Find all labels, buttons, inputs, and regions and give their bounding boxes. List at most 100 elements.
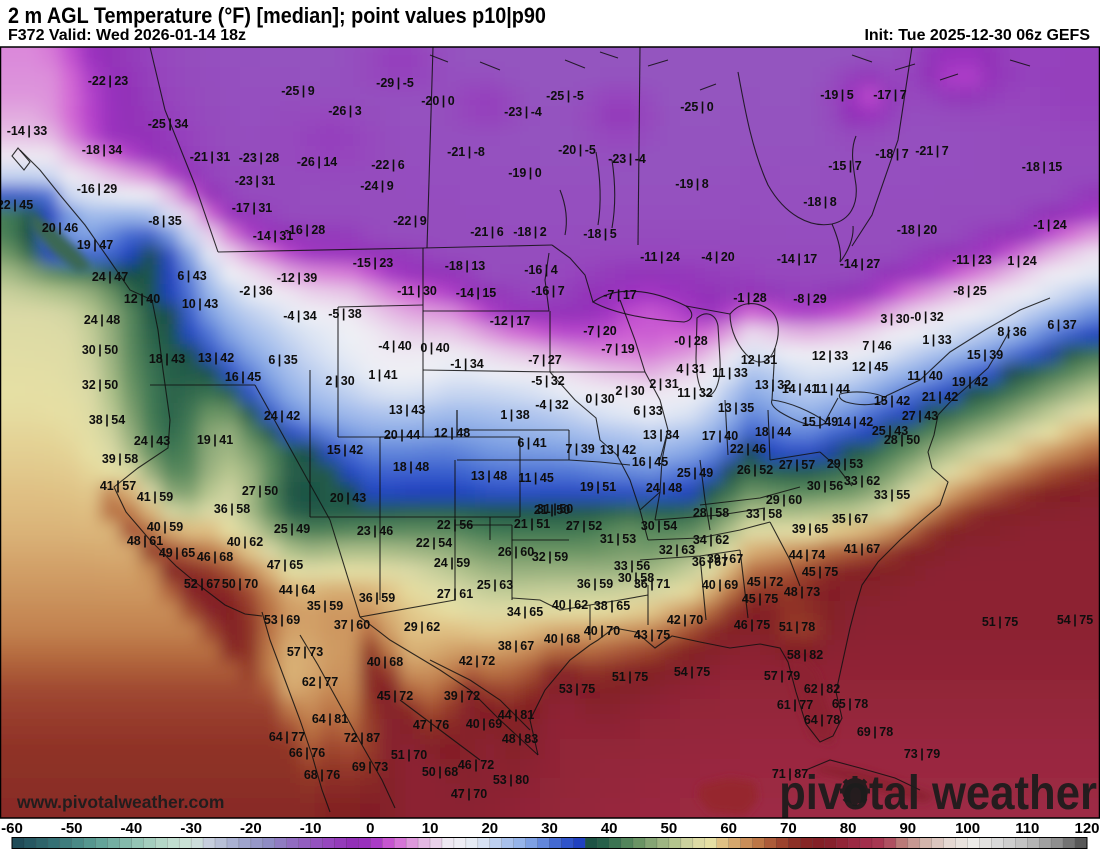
svg-text:23 | 46: 23 | 46 (357, 524, 393, 538)
svg-text:40 | 62: 40 | 62 (227, 535, 263, 549)
svg-text:47 | 76: 47 | 76 (413, 718, 449, 732)
svg-text:46 | 75: 46 | 75 (734, 618, 770, 632)
svg-text:4 | 31: 4 | 31 (676, 362, 705, 376)
svg-text:-14 | 15: -14 | 15 (456, 286, 497, 300)
svg-text:15 | 42: 15 | 42 (327, 443, 363, 457)
svg-text:40 | 70: 40 | 70 (584, 624, 620, 638)
svg-text:120: 120 (1074, 820, 1099, 837)
svg-text:-25 | -5: -25 | -5 (546, 89, 584, 103)
svg-text:-14 | 17: -14 | 17 (777, 252, 818, 266)
svg-text:13 | 35: 13 | 35 (718, 401, 754, 415)
svg-text:30 | 50: 30 | 50 (82, 343, 118, 357)
svg-text:-5 | 32: -5 | 32 (531, 374, 565, 388)
svg-text:51 | 75: 51 | 75 (982, 615, 1018, 629)
svg-text:54 | 75: 54 | 75 (674, 665, 710, 679)
svg-text:-16 | 7: -16 | 7 (531, 284, 565, 298)
svg-text:60: 60 (720, 820, 737, 837)
svg-text:30 | 54: 30 | 54 (641, 519, 677, 533)
svg-text:11 | 40: 11 | 40 (907, 369, 943, 383)
svg-text:-16 | 29: -16 | 29 (77, 182, 118, 196)
svg-text:58 | 82: 58 | 82 (787, 648, 823, 662)
svg-text:12 | 45: 12 | 45 (852, 360, 888, 374)
svg-text:12 | 33: 12 | 33 (812, 349, 848, 363)
svg-text:22 | 56: 22 | 56 (437, 518, 473, 532)
svg-text:51 | 75: 51 | 75 (612, 670, 648, 684)
svg-text:47 | 70: 47 | 70 (451, 787, 487, 801)
svg-text:32 | 59: 32 | 59 (532, 550, 568, 564)
svg-text:-11 | 23: -11 | 23 (952, 253, 992, 267)
svg-text:-12 | 17: -12 | 17 (490, 314, 531, 328)
svg-text:-19 | 8: -19 | 8 (675, 177, 709, 191)
svg-text:32 | 50: 32 | 50 (82, 378, 118, 392)
svg-text:22 | 54: 22 | 54 (416, 536, 452, 550)
svg-text:49 | 65: 49 | 65 (159, 546, 195, 560)
svg-text:36 | 59: 36 | 59 (359, 591, 395, 605)
svg-text:10 | 43: 10 | 43 (182, 297, 218, 311)
svg-text:www.pivotalweather.com: www.pivotalweather.com (16, 792, 224, 812)
svg-text:44 | 74: 44 | 74 (789, 548, 825, 562)
svg-text:13 | 42: 13 | 42 (600, 443, 636, 457)
svg-text:-18 | 5: -18 | 5 (583, 227, 617, 241)
svg-text:36 | 59: 36 | 59 (577, 577, 613, 591)
svg-text:-0 | 28: -0 | 28 (674, 334, 708, 348)
svg-text:19 | 51: 19 | 51 (580, 480, 616, 494)
svg-text:-26 | 14: -26 | 14 (297, 155, 338, 169)
svg-text:-29 | -5: -29 | -5 (376, 76, 414, 90)
svg-text:-22 | 6: -22 | 6 (371, 158, 405, 172)
svg-text:-4 | 32: -4 | 32 (535, 398, 569, 412)
svg-text:-1 | 34: -1 | 34 (450, 357, 484, 371)
svg-text:-20 | -5: -20 | -5 (558, 143, 596, 157)
svg-text:2 | 30: 2 | 30 (615, 384, 644, 398)
svg-text:-7 | 19: -7 | 19 (601, 342, 635, 356)
svg-text:21 | 51: 21 | 51 (514, 517, 550, 531)
svg-text:-21 | 6: -21 | 6 (470, 225, 504, 239)
svg-text:30 | 58: 30 | 58 (618, 571, 654, 585)
svg-text:21 | 42: 21 | 42 (922, 390, 958, 404)
svg-text:41 | 67: 41 | 67 (844, 542, 880, 556)
svg-text:17 | 40: 17 | 40 (702, 429, 738, 443)
svg-text:29 | 62: 29 | 62 (404, 620, 440, 634)
svg-text:33 | 62: 33 | 62 (844, 474, 880, 488)
svg-text:-7 | 27: -7 | 27 (528, 353, 562, 367)
svg-text:46 | 72: 46 | 72 (458, 758, 494, 772)
svg-text:0: 0 (366, 820, 374, 837)
svg-text:42 | 70: 42 | 70 (667, 613, 703, 627)
svg-text:34 | 62: 34 | 62 (693, 533, 729, 547)
svg-text:15 | 42: 15 | 42 (874, 394, 910, 408)
svg-text:47 | 65: 47 | 65 (267, 558, 303, 572)
svg-text:24 | 43: 24 | 43 (134, 434, 170, 448)
svg-text:27 | 50: 27 | 50 (242, 484, 278, 498)
svg-text:25 | 63: 25 | 63 (477, 578, 513, 592)
svg-text:-17 | 7: -17 | 7 (873, 88, 907, 102)
svg-text:40: 40 (601, 820, 618, 837)
svg-text:33 | 56: 33 | 56 (614, 559, 650, 573)
svg-text:36 | 67: 36 | 67 (692, 555, 728, 569)
svg-text:-25 | 9: -25 | 9 (281, 84, 315, 98)
svg-text:25 | 43: 25 | 43 (872, 424, 908, 438)
svg-text:40 | 68: 40 | 68 (367, 655, 403, 669)
svg-text:62 | 77: 62 | 77 (302, 675, 338, 689)
svg-text:-60: -60 (1, 820, 23, 837)
svg-text:53 | 80: 53 | 80 (493, 773, 529, 787)
svg-text:45 | 75: 45 | 75 (802, 565, 838, 579)
svg-text:-4 | 34: -4 | 34 (283, 309, 317, 323)
svg-text:-26 | 3: -26 | 3 (328, 104, 362, 118)
svg-text:64 | 77: 64 | 77 (269, 730, 305, 744)
svg-text:53 | 69: 53 | 69 (264, 613, 300, 627)
svg-text:12 | 40: 12 | 40 (124, 292, 160, 306)
svg-text:1 | 41: 1 | 41 (368, 368, 397, 382)
svg-text:51 | 70: 51 | 70 (391, 748, 427, 762)
svg-text:51 | 78: 51 | 78 (779, 620, 815, 634)
svg-text:40 | 69: 40 | 69 (466, 717, 502, 731)
svg-text:24 | 48: 24 | 48 (84, 313, 120, 327)
svg-text:20: 20 (481, 820, 498, 837)
svg-text:11 | 32: 11 | 32 (677, 386, 713, 400)
svg-text:16 | 45: 16 | 45 (632, 455, 668, 469)
svg-text:-30: -30 (180, 820, 202, 837)
svg-text:53 | 75: 53 | 75 (559, 682, 595, 696)
svg-text:-1 | 28: -1 | 28 (733, 291, 767, 305)
svg-text:-2 | 36: -2 | 36 (239, 284, 273, 298)
svg-text:35 | 67: 35 | 67 (832, 512, 868, 526)
svg-text:24 | 59: 24 | 59 (434, 556, 470, 570)
svg-text:3 | 30: 3 | 30 (880, 312, 909, 326)
